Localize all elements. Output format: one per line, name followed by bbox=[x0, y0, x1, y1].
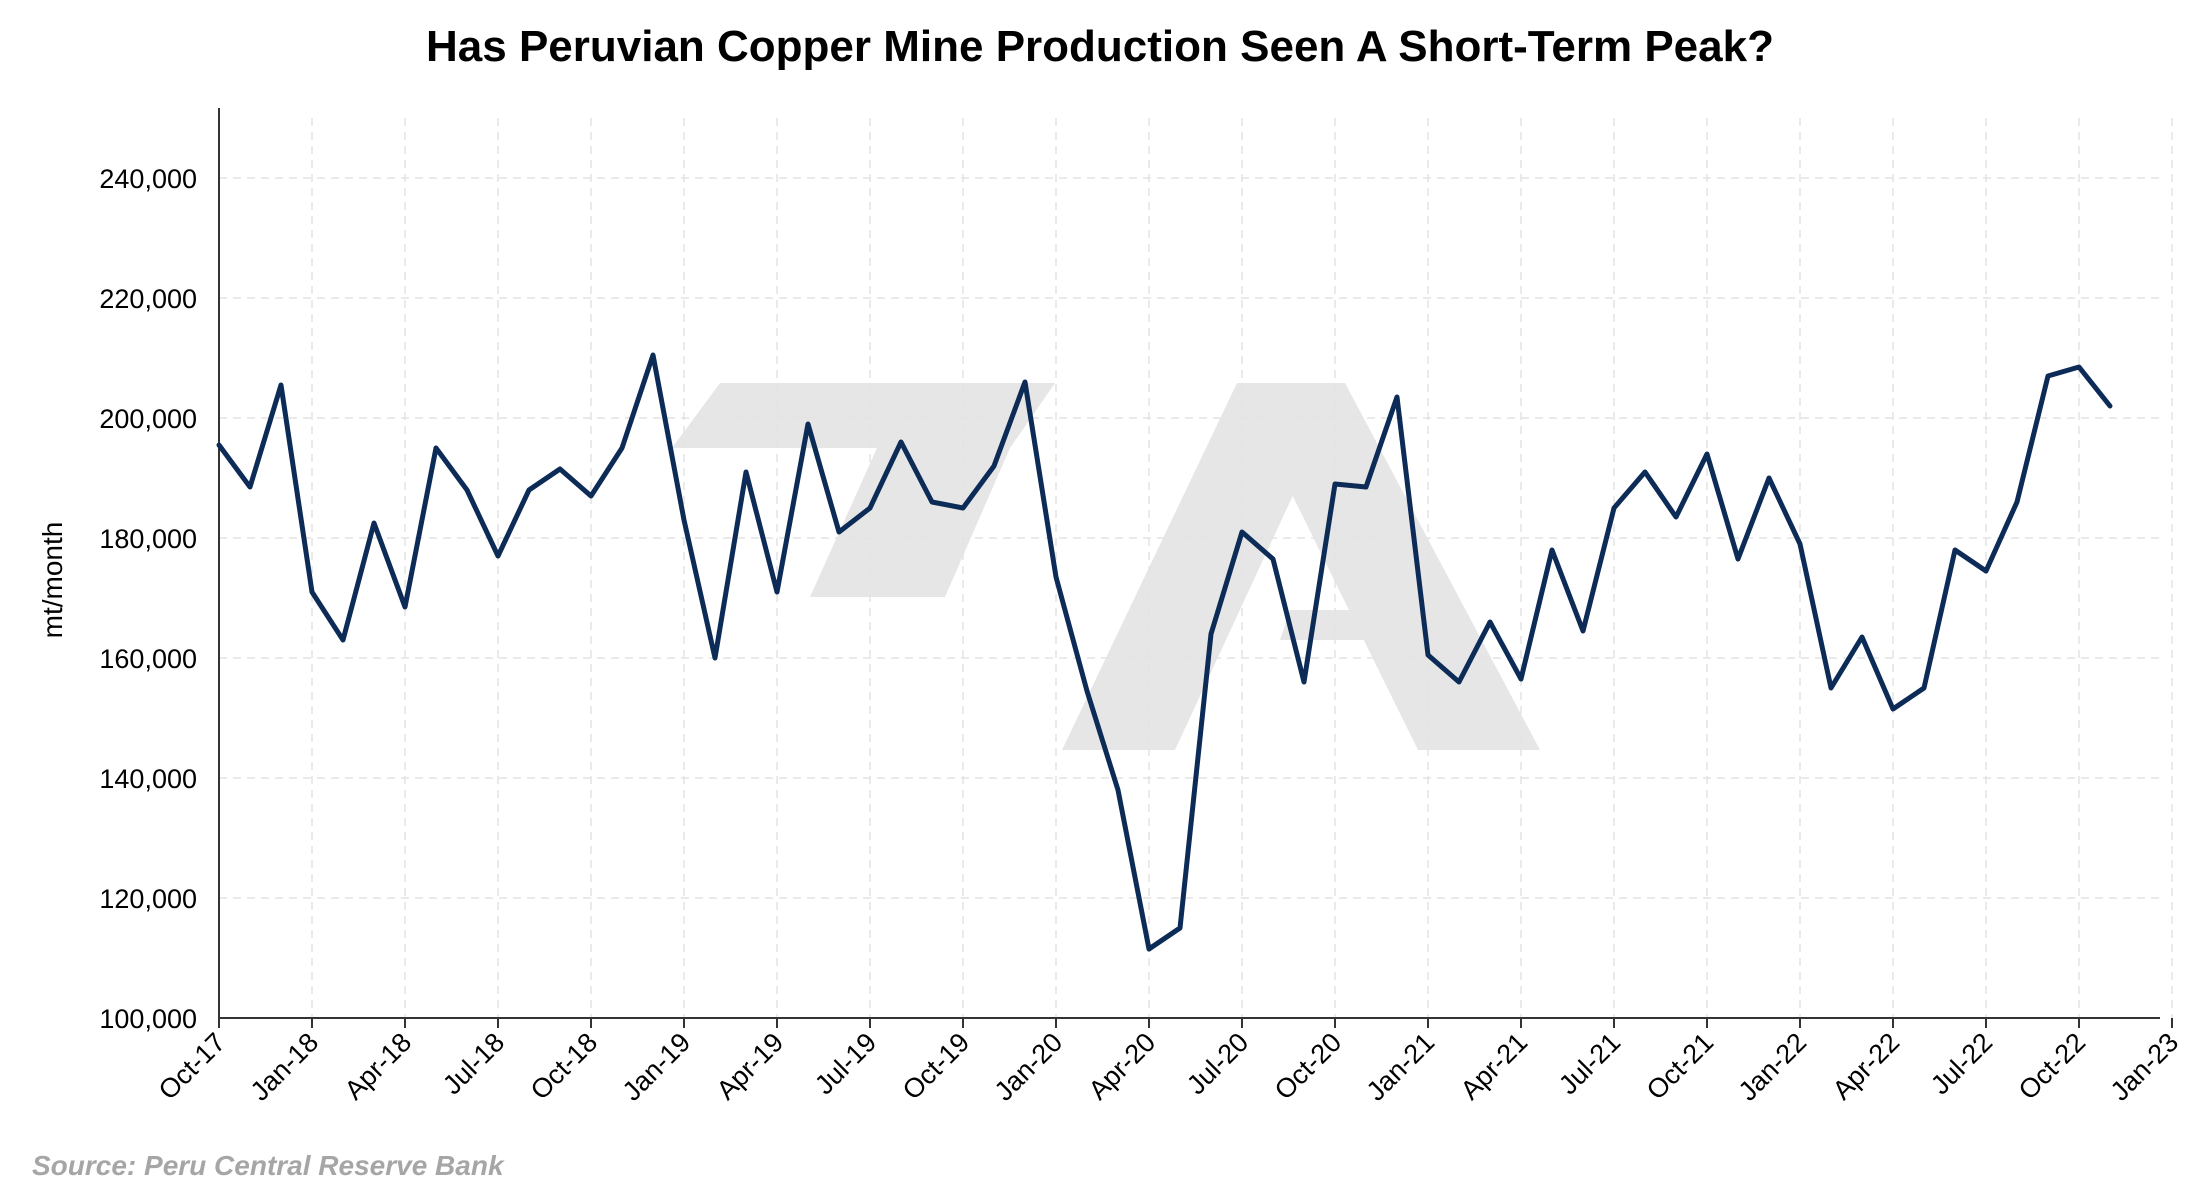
x-tick-label: Jul-19 bbox=[809, 1027, 882, 1100]
y-tick-label: 180,000 bbox=[99, 524, 197, 554]
x-tick-label: Jul-22 bbox=[1925, 1027, 1998, 1100]
x-tick-label: Oct-22 bbox=[2013, 1027, 2092, 1106]
y-tick-label: 240,000 bbox=[99, 164, 197, 194]
y-tick-label: 220,000 bbox=[99, 284, 197, 314]
y-axis-tick-labels: 100,000 120,000 140,000 160,000 180,000 200,0… bbox=[99, 164, 197, 1034]
x-tick-label: Jul-21 bbox=[1553, 1027, 1626, 1100]
source-note: Source: Peru Central Reserve Bank bbox=[32, 1150, 504, 1181]
y-tick-label: 200,000 bbox=[99, 404, 197, 434]
series-line-copper-production bbox=[216, 352, 2113, 952]
y-tick-label: 120,000 bbox=[99, 884, 197, 914]
x-tick-label: Apr-18 bbox=[339, 1027, 418, 1106]
x-tick-label: Jan-19 bbox=[617, 1027, 697, 1107]
chart-title: Has Peruvian Copper Mine Production Seen… bbox=[426, 22, 1774, 71]
x-tick-label: Apr-19 bbox=[711, 1027, 790, 1106]
x-axis-tick-labels: Oct-17 Jan-18 Apr-18 Jul-18 Oct-18 Jan-19 Apr-… bbox=[153, 1027, 2185, 1107]
y-tick-label: 100,000 bbox=[99, 1004, 197, 1034]
x-tick-label: Oct-21 bbox=[1641, 1027, 1720, 1106]
x-tick-label: Apr-22 bbox=[1827, 1027, 1906, 1106]
x-tick-label: Jan-22 bbox=[1733, 1027, 1813, 1107]
x-tick-label: Jul-20 bbox=[1181, 1027, 1254, 1100]
x-tick-label: Jan-18 bbox=[245, 1027, 325, 1107]
x-tick-label: Apr-21 bbox=[1455, 1027, 1534, 1106]
x-tick-label: Oct-18 bbox=[525, 1027, 604, 1106]
y-axis-label: mt/month bbox=[37, 522, 68, 639]
x-tick-label: Jan-20 bbox=[989, 1027, 1069, 1107]
x-tick-label: Jan-21 bbox=[1361, 1027, 1441, 1107]
x-tick-label: Oct-20 bbox=[1269, 1027, 1348, 1106]
x-tick-label: Jan-23 bbox=[2105, 1027, 2185, 1107]
x-tick-label: Oct-19 bbox=[897, 1027, 976, 1106]
y-tick-label: 160,000 bbox=[99, 644, 197, 674]
watermark-logo bbox=[672, 383, 1540, 750]
y-tick-label: 140,000 bbox=[99, 764, 197, 794]
axes bbox=[218, 108, 2173, 1028]
x-tick-label: Apr-20 bbox=[1083, 1027, 1162, 1106]
x-tick-label: Jul-18 bbox=[437, 1027, 510, 1100]
x-tick-label: Oct-17 bbox=[153, 1027, 232, 1106]
